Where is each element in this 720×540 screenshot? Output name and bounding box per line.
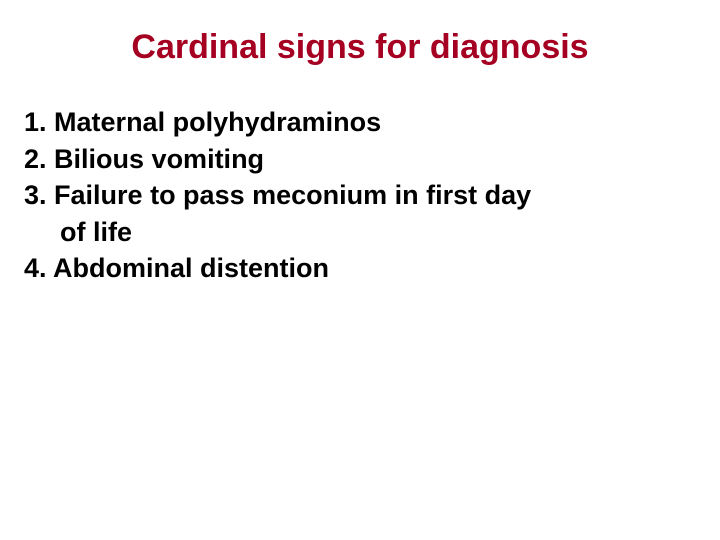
list-container: 1. Maternal polyhydraminos 2. Bilious vo… [20,105,700,286]
item-number: 1. [24,107,47,137]
item-text: Maternal polyhydraminos [54,107,381,137]
item-text: Abdominal distention [53,253,329,283]
item-number: 3. [24,180,47,210]
slide-container: Cardinal signs for diagnosis 1. Maternal… [0,0,720,540]
item-number: 4. [24,253,47,283]
slide-title: Cardinal signs for diagnosis [20,28,700,67]
item-text: of life [60,217,132,247]
list-item: 3. Failure to pass meconium in first day [24,178,700,213]
item-number: 2. [24,144,47,174]
list-item: 2. Bilious vomiting [24,142,700,177]
list-item: 1. Maternal polyhydraminos [24,105,700,140]
item-text: Failure to pass meconium in first day [54,180,531,210]
list-item: of life [24,215,700,250]
list-item: 4. Abdominal distention [24,251,700,286]
item-text: Bilious vomiting [54,144,264,174]
